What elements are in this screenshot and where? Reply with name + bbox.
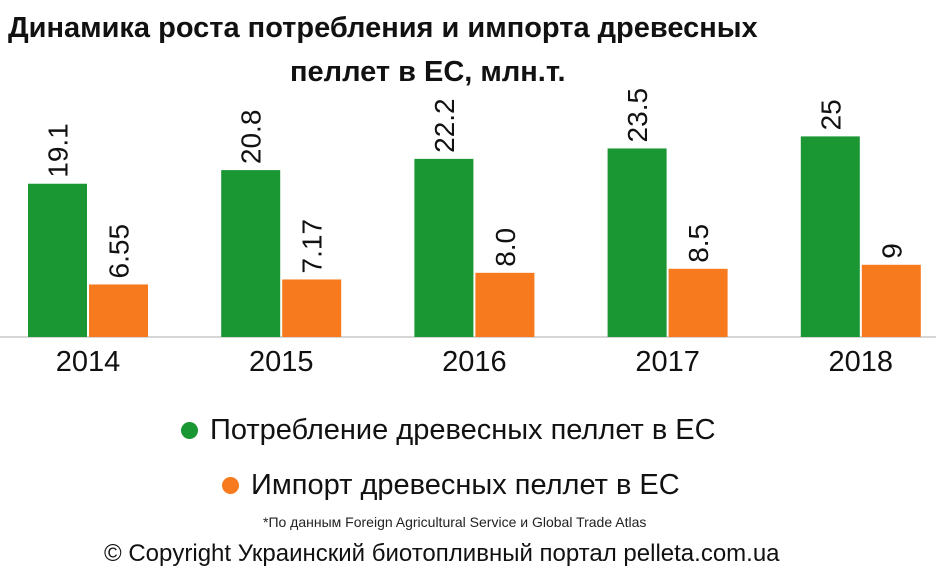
data-label-consumption-2016: 22.2 [429, 98, 460, 153]
data-label-consumption-2017: 23.5 [622, 88, 653, 143]
bar-chart: 19.1 6.55 2014 20.8 7.17 2015 22.2 8.0 2016 23.5 8… [0, 88, 936, 378]
bar-import-2017 [668, 268, 728, 337]
x-tick-label-2014: 2014 [56, 346, 121, 378]
x-tick-label-2015: 2015 [249, 346, 314, 378]
bar-import-2018 [861, 264, 921, 337]
data-label-import-2015: 7.17 [297, 219, 328, 274]
copyright-text: © Copyright Украинский биотопливный порт… [104, 540, 780, 567]
legend-label-import: Импорт древесных пеллет в ЕС [251, 469, 680, 501]
bar-import-2014 [89, 284, 148, 337]
data-label-consumption-2014: 19.1 [43, 123, 74, 178]
bar-import-2016 [475, 272, 535, 337]
data-label-import-2016: 8.0 [490, 228, 521, 267]
chart-title-line-2: пеллет в ЕС, млн.т. [290, 56, 566, 88]
data-label-import-2017: 8.5 [683, 224, 714, 263]
legend-marker-consumption [181, 422, 198, 439]
data-label-import-2018: 9 [876, 243, 907, 259]
x-tick-label-2017: 2017 [635, 346, 700, 378]
legend-item-import: Импорт древесных пеллет в ЕС [222, 469, 680, 502]
source-note: *По данным Foreign Agricultural Service … [263, 514, 647, 530]
data-label-consumption-2018: 25 [815, 99, 846, 130]
x-tick-label-2018: 2018 [829, 346, 894, 378]
legend-marker-import [222, 477, 239, 494]
bar-consumption-2015 [221, 170, 281, 337]
bar-consumption-2014 [28, 183, 87, 337]
legend-label-consumption: Потребление древесных пеллет в ЕС [210, 414, 716, 446]
legend-item-consumption: Потребление древесных пеллет в ЕС [181, 414, 716, 447]
x-tick-label-2016: 2016 [442, 346, 507, 378]
bar-consumption-2016 [414, 158, 474, 337]
bar-import-2015 [282, 279, 342, 337]
data-label-import-2014: 6.55 [104, 224, 135, 279]
bar-consumption-2018 [800, 136, 860, 337]
chart-title-line-1: Динамика роста потребления и импорта дре… [8, 12, 758, 44]
data-label-consumption-2015: 20.8 [236, 110, 267, 165]
bar-consumption-2017 [607, 148, 667, 337]
